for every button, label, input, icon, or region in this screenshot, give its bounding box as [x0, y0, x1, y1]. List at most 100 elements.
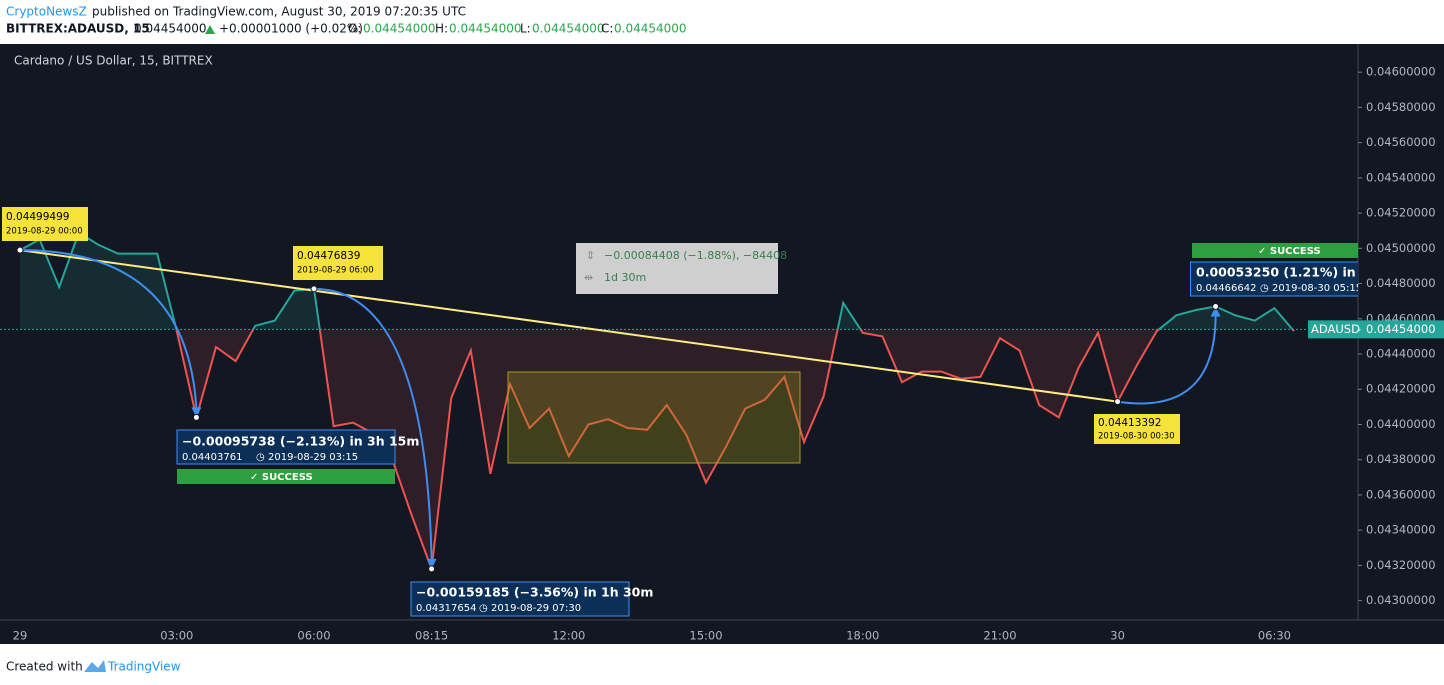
x-tick-label: 08:15 [415, 629, 448, 643]
rise-clip: ✓ SUCCESS 0.00053250 (1.21%) in 4h 0.044… [1190, 243, 1378, 297]
forecast-change: −0.00095738 (−2.13%) in 3h 15m [182, 434, 419, 449]
y-tick-label: 0.04540000 [1366, 170, 1436, 184]
clock-icon: ◷ [1260, 283, 1269, 294]
measure-span: 1d 30m [604, 271, 646, 284]
y-tick-label: 0.04560000 [1366, 135, 1436, 149]
price-tag-value: 0.04454000 [1366, 322, 1436, 336]
y-tick-label: 0.04400000 [1366, 417, 1436, 431]
footer-brand[interactable]: TradingView [107, 660, 181, 674]
x-tick-label: 06:00 [297, 629, 330, 643]
y-tick-label: 0.04440000 [1366, 347, 1436, 361]
y-tick-label: 0.04300000 [1366, 593, 1436, 607]
forecast-change: 0.00053250 (1.21%) in 4h [1196, 265, 1378, 280]
trend-line [19, 249, 1118, 403]
price-label-time: 2019-08-29 00:00 [6, 227, 83, 237]
price-label-time: 2019-08-30 00:30 [1098, 432, 1175, 442]
measure-icon: ⇹ [584, 271, 593, 284]
measure-box [576, 243, 778, 294]
x-tick-label: 06:30 [1258, 629, 1291, 643]
area-down [20, 329, 1294, 569]
low: 0.04454000 [532, 22, 605, 36]
measure-icon: ⇕ [586, 249, 595, 262]
highlight-box [507, 371, 801, 464]
clock-icon: ◷ [479, 603, 488, 614]
forecast-time: 2019-08-30 05:15 [1272, 283, 1362, 294]
price-label [1094, 414, 1180, 444]
forecast-change: −0.00159185 (−3.56%) in 1h 30m [416, 585, 653, 600]
price-label [2, 207, 88, 241]
open: 0.04454000 [363, 22, 436, 36]
x-tick-label: 12:00 [552, 629, 585, 643]
up-arrow [205, 25, 215, 34]
forecast-box [1190, 261, 1358, 297]
forecast-arrow-head [1210, 306, 1221, 317]
forecast-price: 0.04317654 [416, 603, 476, 614]
y-tick-label: 0.04600000 [1366, 65, 1436, 79]
forecast-price: 0.04403761 [182, 452, 242, 463]
forecast-box [176, 429, 396, 465]
plot: 0.04300000 0.04320000 0.04340000 0.04360000… [0, 65, 1444, 643]
close: 0.04454000 [614, 22, 687, 36]
anchor-point [16, 246, 24, 254]
forecast-arrow-head [426, 558, 437, 569]
y-tick-label: 0.04320000 [1366, 558, 1436, 572]
high: 0.04454000 [449, 22, 522, 36]
clock-icon: ◷ [256, 452, 265, 463]
forecast-time: 2019-08-29 07:30 [491, 603, 581, 614]
x-tick-label: 18:00 [846, 629, 879, 643]
success-text: ✓ SUCCESS [250, 472, 313, 483]
low-label: L: [520, 22, 531, 36]
forecast-box [410, 581, 630, 617]
price-label-value: 0.04476839 [297, 250, 360, 262]
drawings: ⇕ −0.00084408 (−1.88%), −84408 ⇹ 1d 30m … [2, 207, 1378, 617]
y-tick-label: 0.04360000 [1366, 487, 1436, 501]
price-line-down [175, 329, 1295, 570]
price-label-value: 0.04413392 [1098, 417, 1161, 429]
anchor-point [310, 285, 318, 293]
price-tag-symbol: ADAUSD [1311, 322, 1360, 336]
area-up [20, 232, 1293, 330]
forecast-arrow [19, 249, 198, 410]
logo [84, 660, 106, 672]
high-label: H: [435, 22, 448, 36]
price-tag-sep: - [1357, 322, 1361, 336]
published: published on TradingView.com, August 30,… [92, 5, 466, 19]
footer-created: Created with [6, 660, 83, 674]
forecast-arrow [313, 287, 433, 561]
anchor-point [428, 565, 436, 573]
success-bar [1192, 243, 1358, 258]
change: +0.00001000 (+0.02%) [219, 22, 363, 36]
chart-background [0, 44, 1444, 644]
last-price: 0.04454000 [134, 22, 207, 36]
y-tick-label: 0.04520000 [1366, 206, 1436, 220]
forecast-arrow-head [191, 407, 202, 418]
x-tick-label: 03:00 [160, 629, 193, 643]
y-tick-label: 0.04580000 [1366, 100, 1436, 114]
x-tick-label: 15:00 [689, 629, 722, 643]
forecast-price: 0.04466642 [1196, 283, 1256, 294]
price-label-value: 0.04499499 [6, 211, 69, 223]
chart-title: Cardano / US Dollar, 15, BITTREX [14, 54, 213, 68]
forecast-arrow [1117, 314, 1217, 405]
y-tick-label: 0.04340000 [1366, 523, 1436, 537]
anchor-point [1114, 398, 1122, 406]
forecast-time: 2019-08-29 03:15 [268, 452, 358, 463]
y-tick-label: 0.04480000 [1366, 276, 1436, 290]
measure-text: −0.00084408 (−1.88%), −84408 [604, 249, 787, 262]
price-label-time: 2019-08-29 06:00 [297, 266, 374, 276]
y-tick-label: 0.04380000 [1366, 452, 1436, 466]
price-tag [1308, 320, 1444, 339]
publisher[interactable]: CryptoNewsZ [6, 5, 87, 19]
y-tick-label: 0.04500000 [1366, 241, 1436, 255]
x-tick-label: 21:00 [983, 629, 1016, 643]
x-tick-label: 29 [13, 629, 28, 643]
footer-background [0, 644, 1444, 685]
success-bar [177, 469, 395, 484]
open-label: O: [348, 22, 361, 36]
symbol: BITTREX:ADAUSD, 15 [6, 22, 150, 36]
close-label: C: [601, 22, 613, 36]
price-label [293, 246, 383, 280]
anchor-point [1212, 302, 1220, 310]
